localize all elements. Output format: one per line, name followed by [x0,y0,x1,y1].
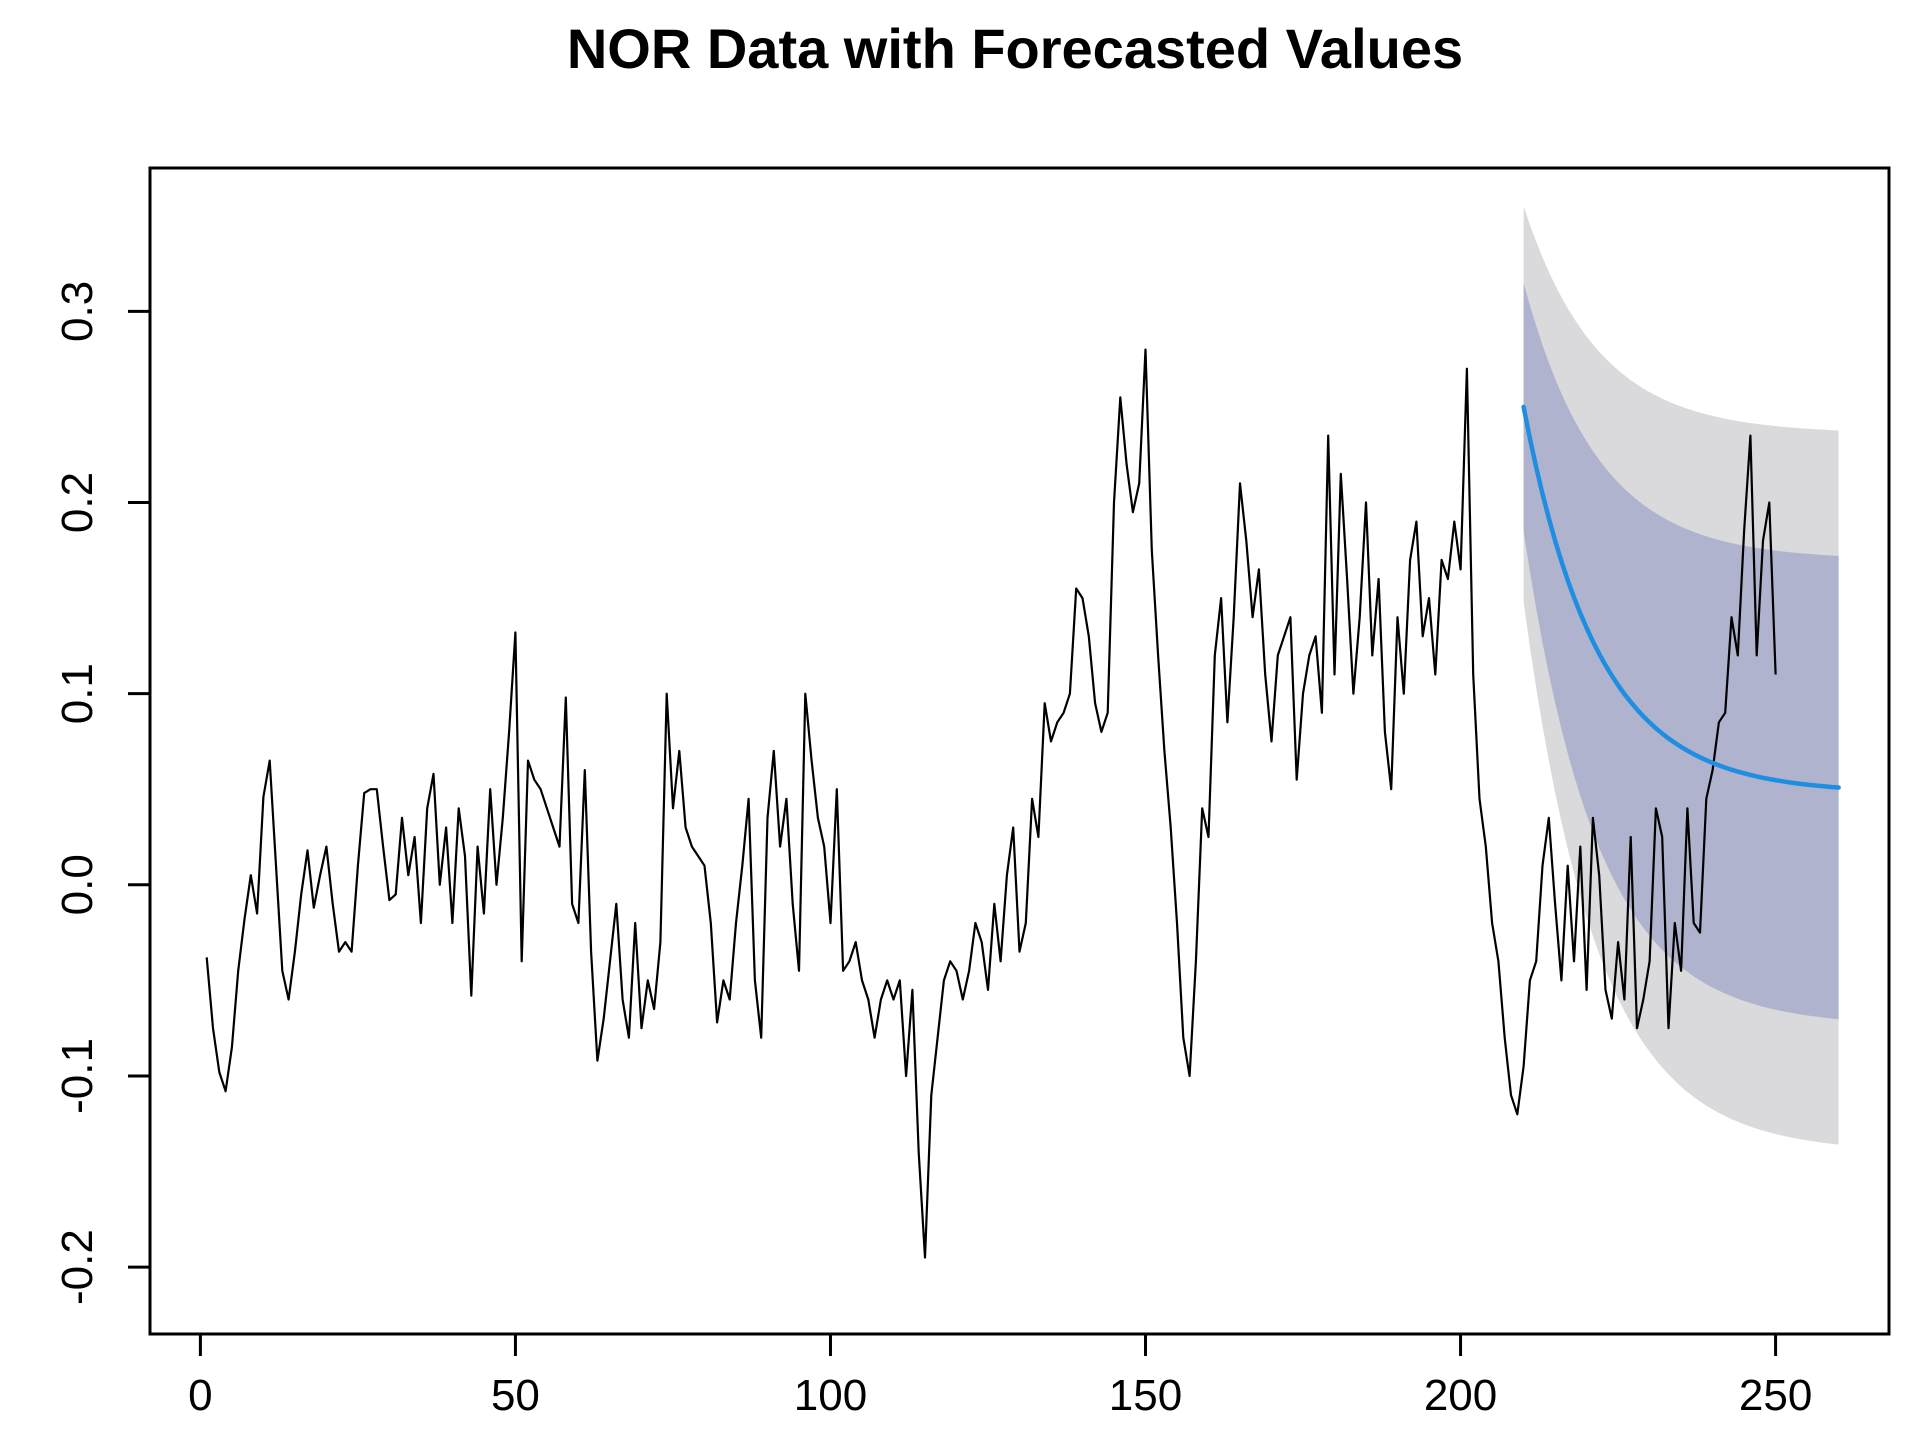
y-tick-label: 0.0 [53,854,102,915]
y-tick-label: 0.1 [53,663,102,724]
y-tick-label: 0.3 [53,281,102,342]
chart-title: NOR Data with Forecasted Values [567,17,1463,80]
x-tick-label: 0 [188,1371,212,1420]
y-axis: -0.2 -0.1 0.0 0.1 0.2 0.3 [53,281,152,1305]
bands-group [1523,206,1839,1145]
y-tick-label: 0.2 [53,472,102,533]
x-tick-label: 100 [794,1371,867,1420]
x-tick-label: 150 [1109,1371,1182,1420]
forecast-80-interval-band [1523,282,1839,1020]
x-tick-label: 250 [1739,1371,1812,1420]
nor-data-line [205,348,1777,1259]
x-axis: 0 50 100 150 200 250 [188,1332,1812,1420]
y-tick-label: -0.2 [53,1229,102,1305]
y-tick-label: -0.1 [53,1038,102,1114]
x-tick-label: 200 [1424,1371,1497,1420]
forecast-mean-line [1521,404,1841,790]
x-tick-label: 50 [491,1371,540,1420]
